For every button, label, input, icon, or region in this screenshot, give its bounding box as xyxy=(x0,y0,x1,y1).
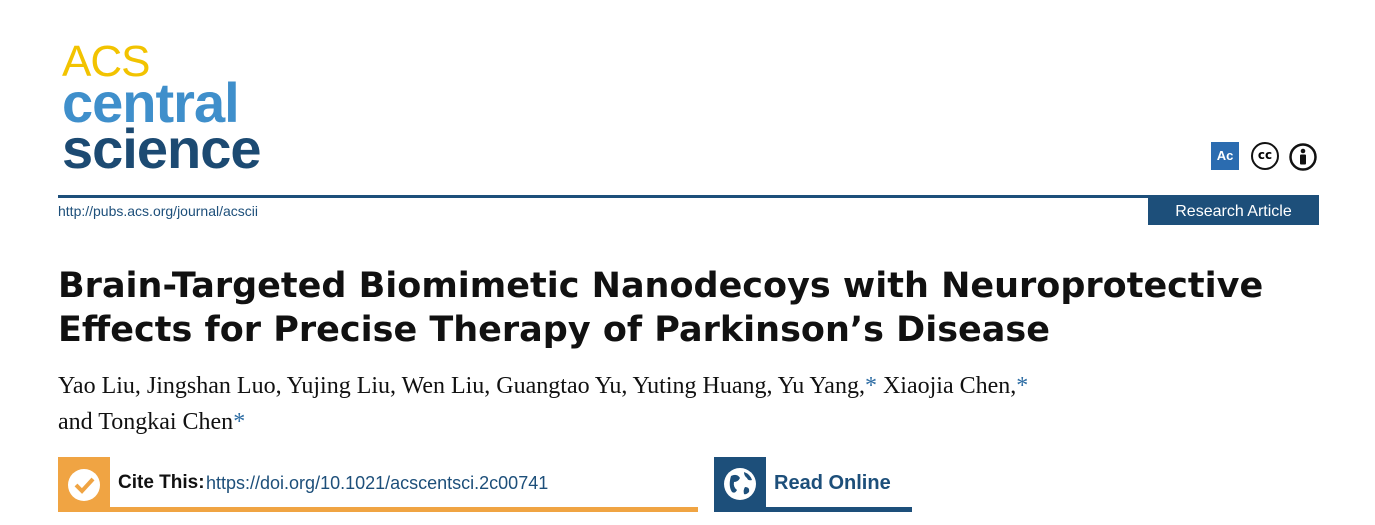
author-text: Xiaojia Chen, xyxy=(882,373,1017,399)
read-bar xyxy=(714,457,912,512)
corresponding-mark[interactable]: * xyxy=(864,373,877,399)
title-line: Brain-Targeted Biomimetic Nanodecoys wit… xyxy=(58,266,1264,306)
article-type: Research Article xyxy=(1148,198,1319,225)
corresponding-mark[interactable]: * xyxy=(233,409,246,435)
authors: Yao Liu, Jingshan Luo, Yujing Liu, Wen L… xyxy=(58,368,1308,440)
author-text: and Tongkai Chen xyxy=(58,409,234,435)
cite-label: Cite This: xyxy=(118,472,205,493)
title-line: Effects for Precise Therapy of Parkinson… xyxy=(58,310,1050,350)
header-rule xyxy=(58,195,1319,198)
globe-icon[interactable] xyxy=(714,457,766,512)
logo-science: science xyxy=(62,116,261,180)
cc-badge[interactable]: cc xyxy=(1251,142,1279,170)
logo-acs: ACS xyxy=(62,37,150,86)
title: Brain-Targeted Biomimetic Nanodecoys wit… xyxy=(58,264,1318,352)
doi-link[interactable]: https://doi.org/10.1021/acscentsci.2c007… xyxy=(206,473,549,493)
by-badge[interactable] xyxy=(1288,142,1318,172)
cite-icon[interactable] xyxy=(58,457,110,512)
author-text: Yao Liu, Jingshan Luo, Yujing Liu, Wen L… xyxy=(58,373,865,399)
journal-url[interactable]: http://pubs.acs.org/journal/acscii xyxy=(58,203,258,219)
ac-badge[interactable]: Ac xyxy=(1211,142,1239,170)
read-online[interactable]: Read Online xyxy=(774,472,891,494)
logo: ACS central science xyxy=(62,37,261,180)
cite-bar xyxy=(58,457,698,512)
logo-central: central xyxy=(62,71,240,135)
corresponding-mark[interactable]: * xyxy=(1016,373,1029,399)
